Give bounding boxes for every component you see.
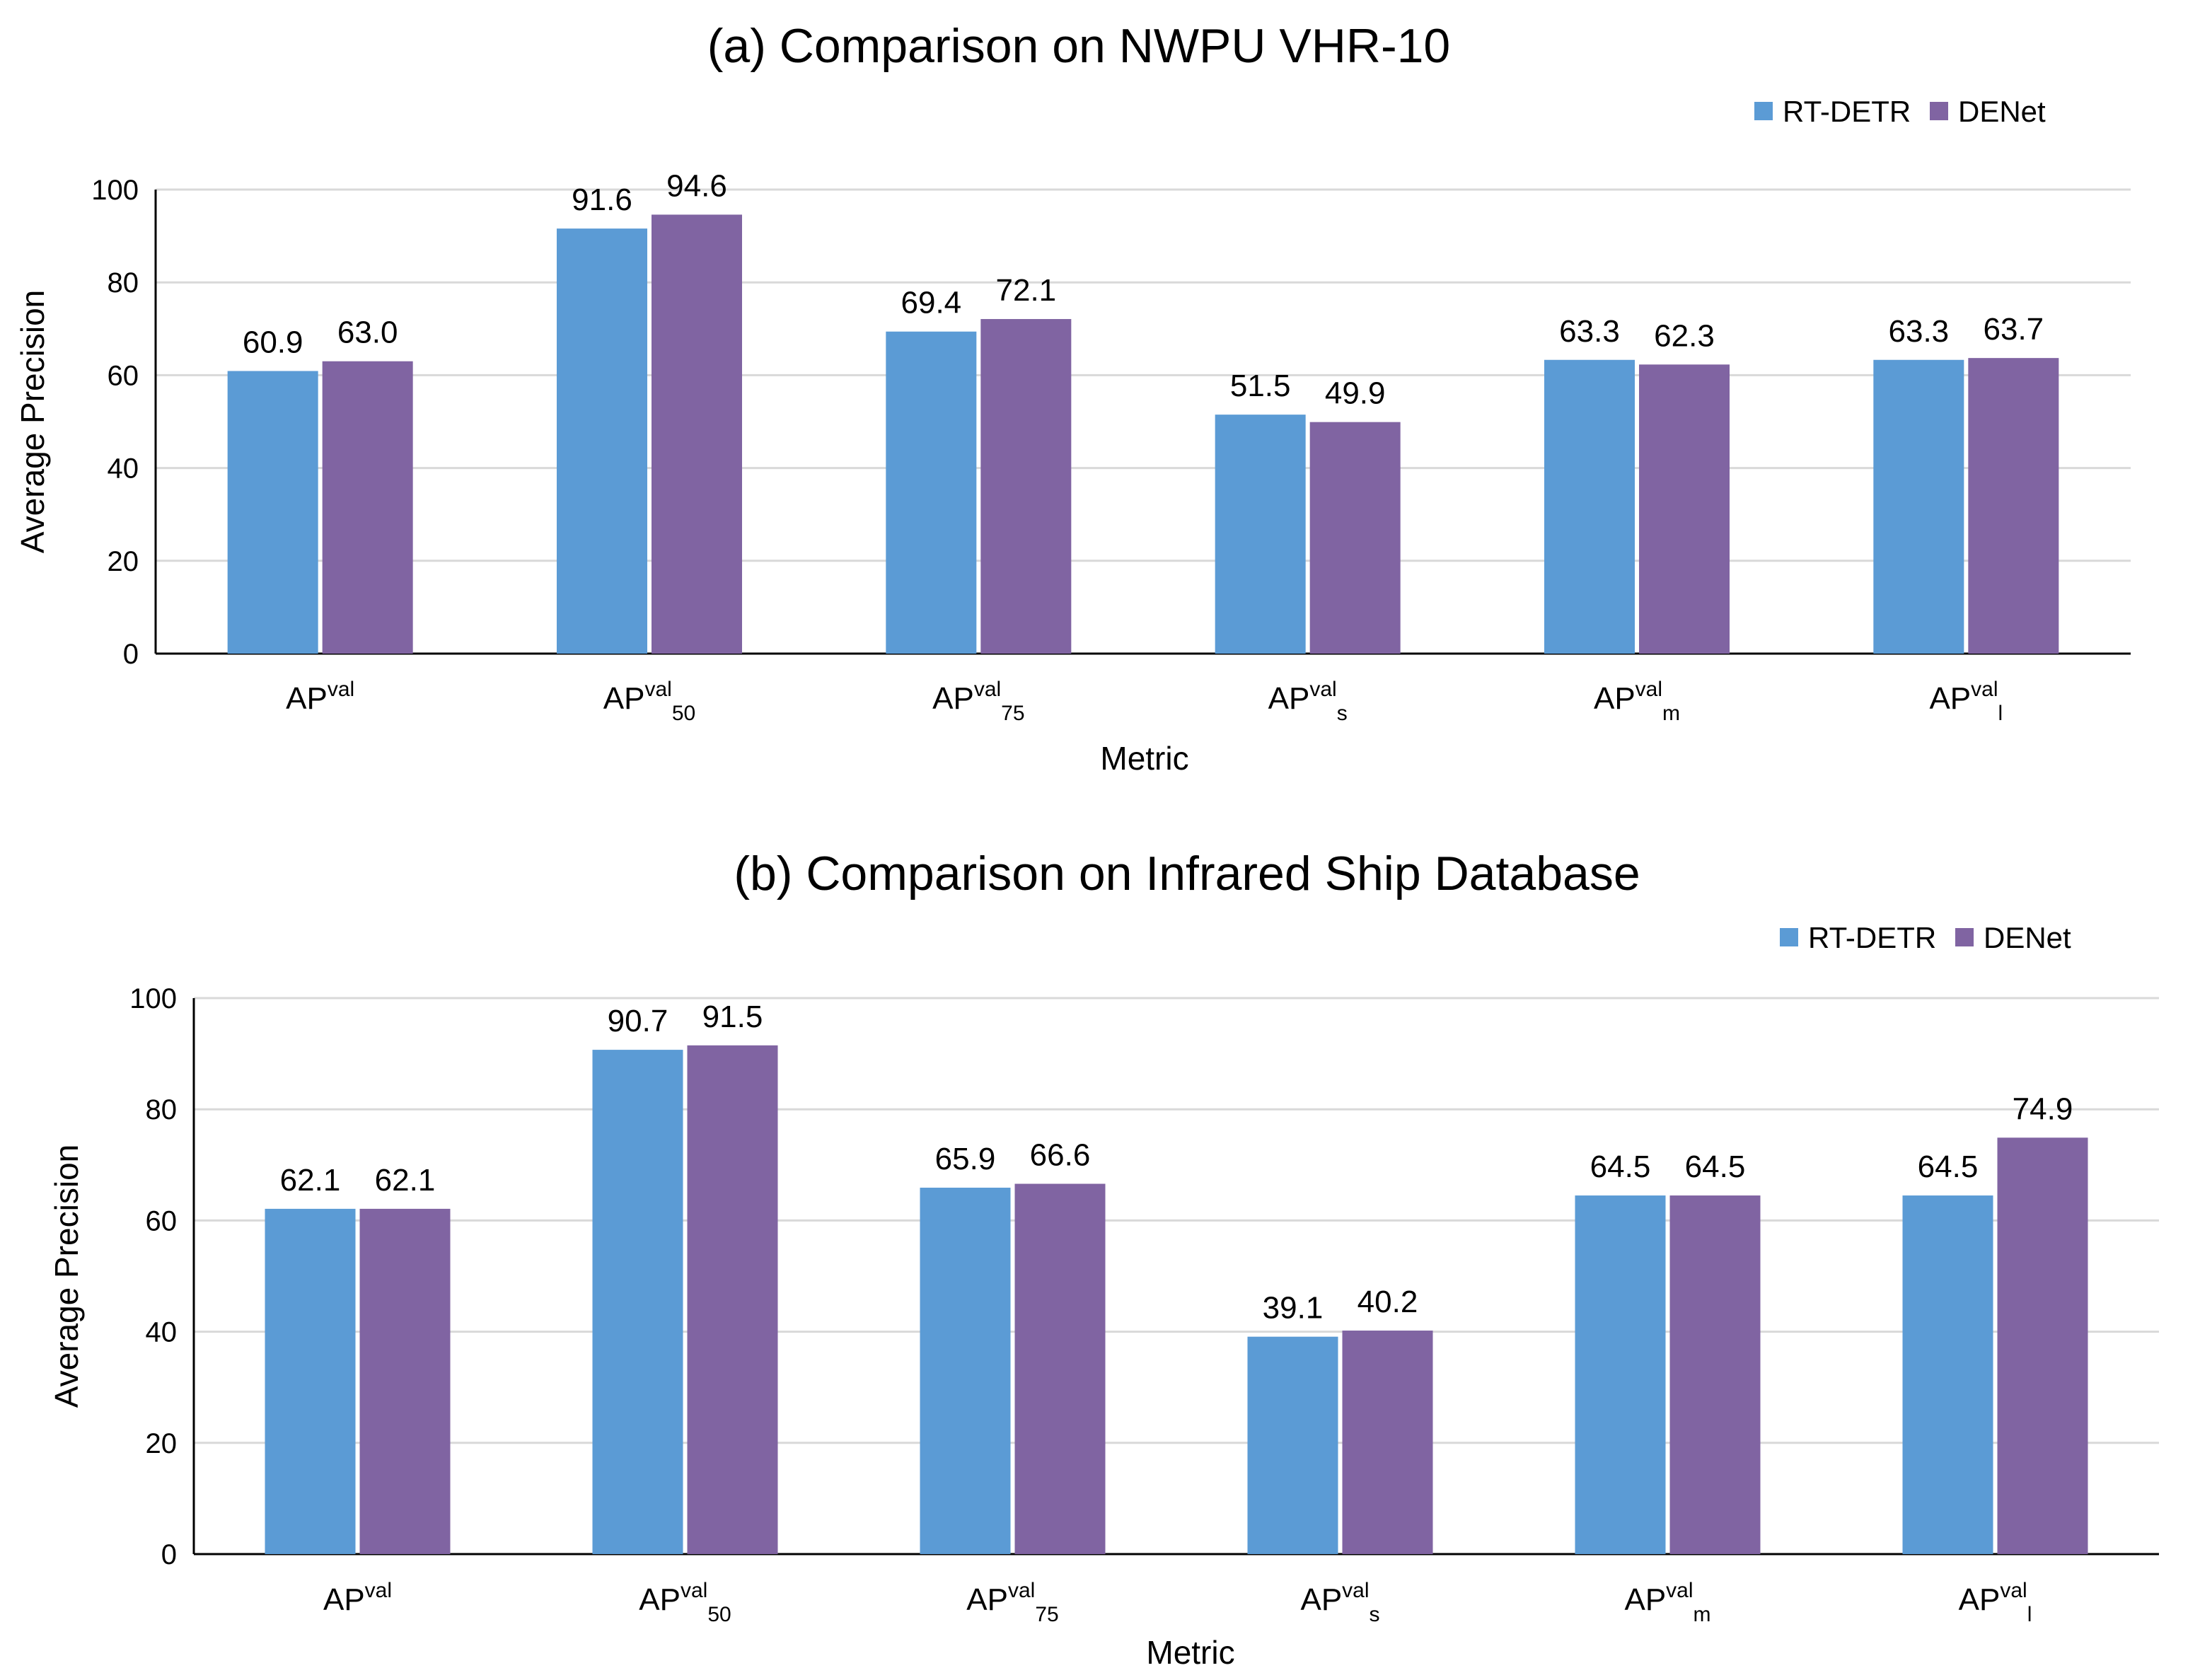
x-tick-label: APvalm	[1624, 1579, 1710, 1626]
y-tick-label: 20	[108, 546, 139, 577]
y-tick-label: 80	[146, 1094, 178, 1125]
data-label: 69.4	[901, 286, 962, 320]
x-tick-label: APvalm	[1594, 678, 1680, 725]
data-label: 63.0	[337, 315, 398, 350]
x-tick-label: APval50	[603, 678, 695, 725]
bar-denet	[652, 214, 742, 654]
y-tick-label: 20	[146, 1428, 178, 1459]
bar-rt-detr	[1544, 359, 1635, 654]
legend-label: RT-DETR	[1808, 921, 1936, 954]
data-label: 65.9	[935, 1142, 996, 1176]
bar-rt-detr	[227, 371, 318, 654]
data-label: 64.5	[1685, 1149, 1746, 1184]
legend-swatch	[1780, 928, 1798, 946]
bar-rt-detr	[920, 1188, 1011, 1554]
bar-denet	[1342, 1331, 1433, 1554]
x-tick-label: APval75	[966, 1579, 1058, 1626]
x-tick-label: APval50	[639, 1579, 731, 1626]
y-tick-label: 40	[108, 453, 139, 485]
chart-title: (a) Comparison on NWPU VHR-10	[707, 19, 1451, 73]
bar-rt-detr	[1247, 1336, 1338, 1554]
y-axis-title: Average Precision	[48, 1145, 85, 1408]
data-label: 63.7	[1984, 312, 2044, 347]
bar-rt-detr	[557, 228, 647, 654]
data-label: 94.6	[666, 168, 727, 203]
y-tick-label: 60	[108, 360, 139, 391]
y-tick-label: 100	[129, 983, 177, 1014]
bar-denet	[1639, 364, 1730, 654]
x-tick-label: APval75	[932, 678, 1024, 725]
data-label: 91.5	[702, 1000, 763, 1034]
bar-denet	[687, 1045, 778, 1554]
data-label: 62.3	[1654, 318, 1715, 353]
data-label: 51.5	[1230, 369, 1291, 403]
bar-denet	[1309, 422, 1401, 654]
bar-denet	[1997, 1137, 2088, 1554]
data-label: 72.1	[996, 273, 1057, 308]
data-label: 49.9	[1325, 376, 1386, 411]
chart-title: (b) Comparison on Infrared Ship Database	[734, 847, 1640, 900]
y-tick-label: 40	[146, 1317, 178, 1348]
data-label: 66.6	[1030, 1138, 1091, 1173]
y-tick-label: 80	[108, 267, 139, 299]
bar-denet	[322, 361, 413, 654]
data-label: 40.2	[1357, 1285, 1418, 1319]
legend-label: RT-DETR	[1783, 95, 1911, 128]
data-label: 63.3	[1889, 314, 1950, 349]
y-tick-label: 0	[123, 639, 139, 670]
y-axis-title: Average Precision	[14, 290, 51, 553]
bar-rt-detr	[886, 331, 977, 654]
legend-swatch	[1930, 102, 1948, 120]
bar-rt-detr	[1873, 359, 1964, 654]
bar-rt-detr	[1575, 1195, 1666, 1554]
x-tick-label: APval	[323, 1579, 392, 1617]
legend-swatch	[1754, 102, 1773, 120]
data-label: 63.3	[1559, 314, 1620, 349]
chart-panel-b: (b) Comparison on Infrared Ship Database…	[48, 847, 2159, 1671]
data-label: 74.9	[2013, 1091, 2073, 1126]
data-label: 91.6	[572, 183, 632, 217]
bar-rt-detr	[1902, 1195, 1993, 1554]
x-tick-label: APval	[286, 678, 354, 716]
data-label: 62.1	[280, 1163, 341, 1198]
bar-rt-detr	[265, 1208, 356, 1554]
bar-denet	[359, 1208, 451, 1554]
chart-panel-a: (a) Comparison on NWPU VHR-10 0 20 40 60 80 10…	[14, 19, 2131, 777]
bar-denet	[1669, 1195, 1761, 1554]
x-tick-label: APvall	[1929, 678, 2003, 725]
data-label: 64.5	[1590, 1149, 1651, 1184]
x-axis-title: Metric	[1100, 740, 1188, 777]
bar-denet	[980, 319, 1072, 654]
x-axis-title: Metric	[1146, 1634, 1234, 1671]
legend-swatch	[1955, 928, 1974, 946]
data-label: 39.1	[1263, 1291, 1324, 1326]
bar-rt-detr	[1215, 415, 1306, 654]
bar-rt-detr	[592, 1050, 683, 1554]
legend-label: DENet	[1984, 921, 2071, 954]
x-tick-label: APvals	[1300, 1579, 1379, 1626]
data-label: 62.1	[375, 1163, 436, 1198]
data-label: 60.9	[243, 325, 303, 359]
data-label: 64.5	[1918, 1149, 1979, 1184]
y-tick-label: 100	[91, 175, 139, 206]
data-label: 90.7	[608, 1004, 668, 1038]
x-tick-label: APvals	[1268, 678, 1348, 725]
x-tick-label: APvall	[1959, 1579, 2032, 1626]
y-tick-label: 60	[146, 1205, 178, 1236]
y-tick-label: 0	[161, 1539, 177, 1570]
legend-label: DENet	[1958, 95, 2046, 128]
bar-denet	[1968, 358, 2059, 654]
bar-denet	[1014, 1183, 1106, 1554]
